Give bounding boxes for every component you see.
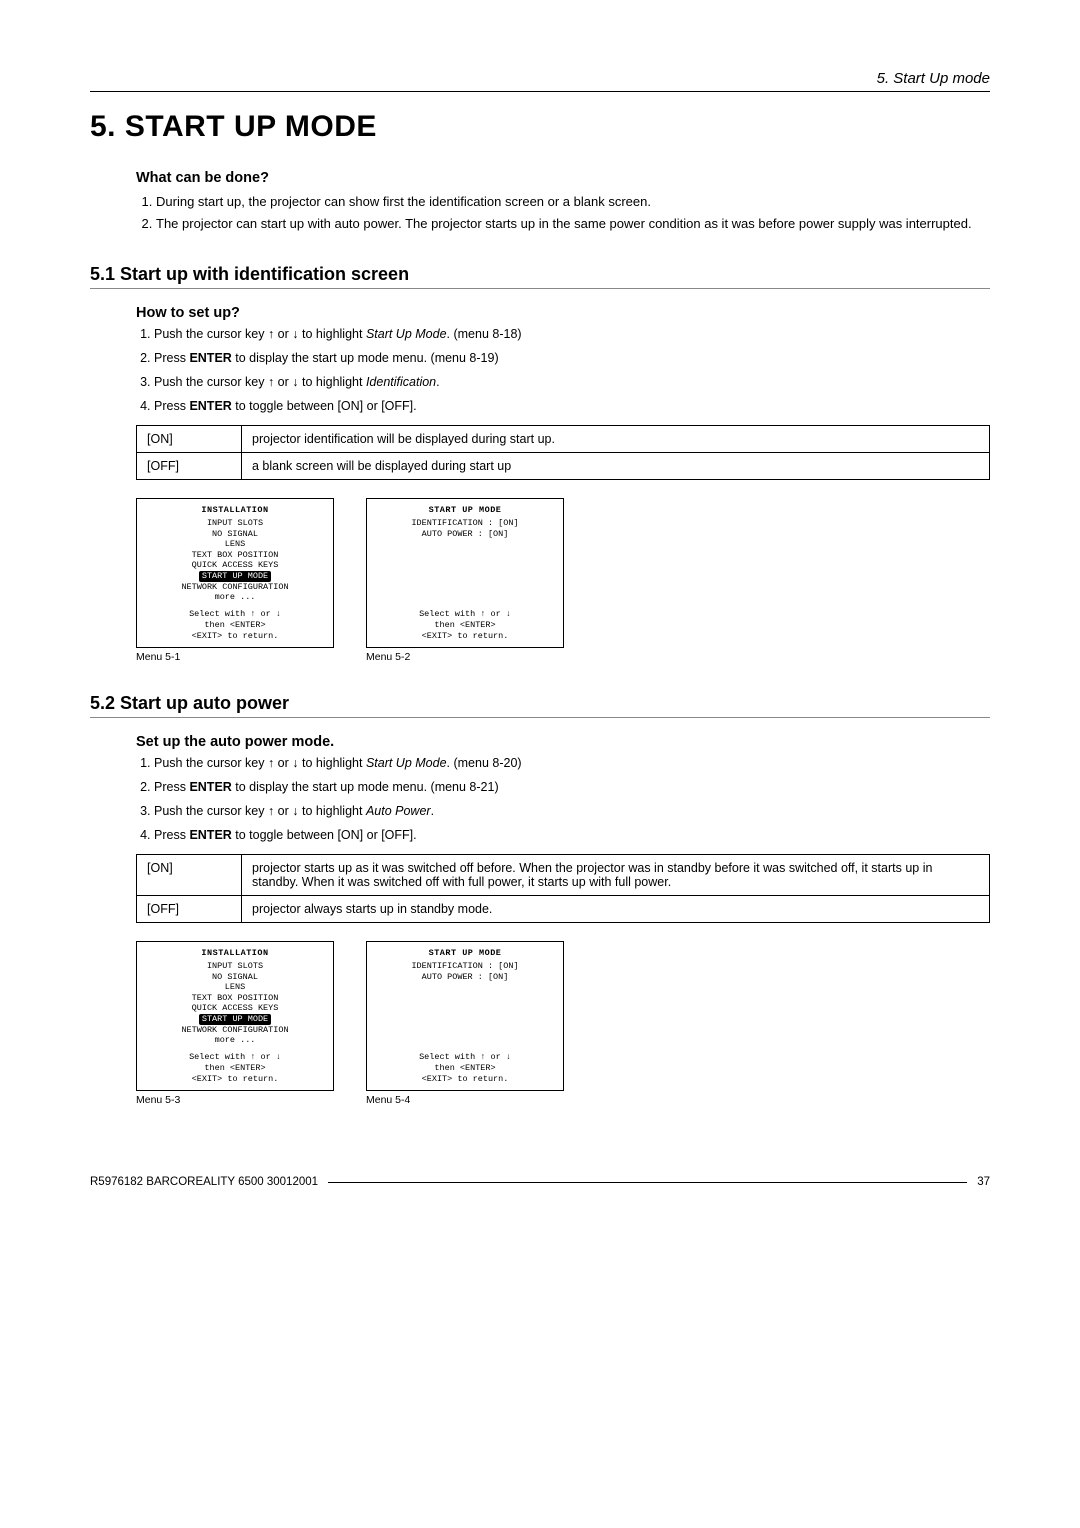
- onoff-table-52: [ON]projector starts up as it was switch…: [136, 854, 990, 923]
- txt: Press: [154, 828, 189, 842]
- step: Press ENTER to toggle between [ON] or [O…: [154, 828, 990, 842]
- step: Push the cursor key ↑ or ↓ to highlight …: [154, 756, 990, 770]
- txt: to toggle between [ON] or [OFF].: [232, 399, 417, 413]
- intro-item: During start up, the projector can show …: [156, 192, 990, 212]
- table-row: [OFF]projector always starts up in stand…: [137, 896, 990, 923]
- txt-bold: ENTER: [189, 780, 231, 794]
- intro-item: The projector can start up with auto pow…: [156, 214, 990, 234]
- step: Push the cursor key ↑ or ↓ to highlight …: [154, 804, 990, 818]
- step: Press ENTER to display the start up mode…: [154, 780, 990, 794]
- txt: or: [274, 756, 292, 770]
- txt: . (menu 8-18): [447, 327, 522, 341]
- menu-row-52: INSTALLATIONINPUT SLOTSNO SIGNALLENSTEXT…: [136, 941, 990, 1106]
- footer-left: R5976182 BARCOREALITY 6500 30012001: [90, 1176, 318, 1188]
- footer-rule: [328, 1182, 967, 1183]
- txt-bold: ENTER: [189, 828, 231, 842]
- txt: to toggle between [ON] or [OFF].: [232, 828, 417, 842]
- txt: Press: [154, 399, 189, 413]
- chapter-header: 5. Start Up mode: [90, 70, 990, 87]
- section-title-51: 5.1 Start up with identification screen: [90, 264, 990, 285]
- menu-box: INSTALLATIONINPUT SLOTSNO SIGNALLENSTEXT…: [136, 498, 334, 648]
- header-rule: [90, 91, 990, 92]
- menu-caption: Menu 5-2: [366, 651, 564, 663]
- txt: to display the start up mode menu. (menu…: [232, 780, 499, 794]
- txt: Push the cursor key: [154, 804, 268, 818]
- cell: [OFF]: [137, 896, 242, 923]
- step: Press ENTER to display the start up mode…: [154, 351, 990, 365]
- txt: Push the cursor key: [154, 375, 268, 389]
- txt: . (menu 8-20): [447, 756, 522, 770]
- txt: to highlight: [299, 327, 366, 341]
- table-row: [ON]projector identification will be dis…: [137, 426, 990, 453]
- section-title-52: 5.2 Start up auto power: [90, 693, 990, 714]
- menu-box: INSTALLATIONINPUT SLOTSNO SIGNALLENSTEXT…: [136, 941, 334, 1091]
- txt: .: [431, 804, 434, 818]
- menu-caption: Menu 5-1: [136, 651, 334, 663]
- txt: Push the cursor key: [154, 327, 268, 341]
- txt: to display the start up mode menu. (menu…: [232, 351, 499, 365]
- intro-heading: What can be done?: [136, 170, 990, 186]
- txt: Push the cursor key: [154, 756, 268, 770]
- txt-bold: ENTER: [189, 351, 231, 365]
- txt: Press: [154, 351, 189, 365]
- footer-page-number: 37: [977, 1176, 990, 1188]
- section-rule: [90, 288, 990, 289]
- cell: a blank screen will be displayed during …: [242, 453, 990, 480]
- menu-wrap: START UP MODEIDENTIFICATION : [ON]AUTO P…: [366, 498, 564, 663]
- cell: [OFF]: [137, 453, 242, 480]
- menu-caption: Menu 5-4: [366, 1094, 564, 1106]
- step: Press ENTER to toggle between [ON] or [O…: [154, 399, 990, 413]
- txt: or: [274, 804, 292, 818]
- menu-box: START UP MODEIDENTIFICATION : [ON]AUTO P…: [366, 498, 564, 648]
- table-row: [ON]projector starts up as it was switch…: [137, 855, 990, 896]
- table-row: [OFF]a blank screen will be displayed du…: [137, 453, 990, 480]
- txt-italic: Identification: [366, 375, 436, 389]
- cell: [ON]: [137, 855, 242, 896]
- txt-italic: Start Up Mode: [366, 756, 447, 770]
- txt: Press: [154, 780, 189, 794]
- cell: projector identification will be display…: [242, 426, 990, 453]
- txt-italic: Auto Power: [366, 804, 431, 818]
- menu-box: START UP MODEIDENTIFICATION : [ON]AUTO P…: [366, 941, 564, 1091]
- howto-heading-51: How to set up?: [136, 305, 990, 321]
- txt: to highlight: [299, 804, 366, 818]
- txt: or: [274, 327, 292, 341]
- txt-italic: Start Up Mode: [366, 327, 447, 341]
- txt: or: [274, 375, 292, 389]
- section-rule: [90, 717, 990, 718]
- howto-heading-52: Set up the auto power mode.: [136, 734, 990, 750]
- txt: to highlight: [299, 756, 366, 770]
- page-footer: R5976182 BARCOREALITY 6500 30012001 37: [90, 1176, 990, 1188]
- menu-wrap: INSTALLATIONINPUT SLOTSNO SIGNALLENSTEXT…: [136, 498, 334, 663]
- step: Push the cursor key ↑ or ↓ to highlight …: [154, 375, 990, 389]
- cell: projector always starts up in standby mo…: [242, 896, 990, 923]
- menu-row-51: INSTALLATIONINPUT SLOTSNO SIGNALLENSTEXT…: [136, 498, 990, 663]
- cell: projector starts up as it was switched o…: [242, 855, 990, 896]
- menu-wrap: INSTALLATIONINPUT SLOTSNO SIGNALLENSTEXT…: [136, 941, 334, 1106]
- steps-list-52: Push the cursor key ↑ or ↓ to highlight …: [136, 756, 990, 842]
- steps-list-51: Push the cursor key ↑ or ↓ to highlight …: [136, 327, 990, 413]
- txt: .: [436, 375, 439, 389]
- intro-list: During start up, the projector can show …: [136, 192, 990, 234]
- menu-caption: Menu 5-3: [136, 1094, 334, 1106]
- chapter-title: 5. START UP MODE: [90, 110, 990, 144]
- menu-wrap: START UP MODEIDENTIFICATION : [ON]AUTO P…: [366, 941, 564, 1106]
- onoff-table-51: [ON]projector identification will be dis…: [136, 425, 990, 480]
- cell: [ON]: [137, 426, 242, 453]
- step: Push the cursor key ↑ or ↓ to highlight …: [154, 327, 990, 341]
- txt: to highlight: [299, 375, 366, 389]
- txt-bold: ENTER: [189, 399, 231, 413]
